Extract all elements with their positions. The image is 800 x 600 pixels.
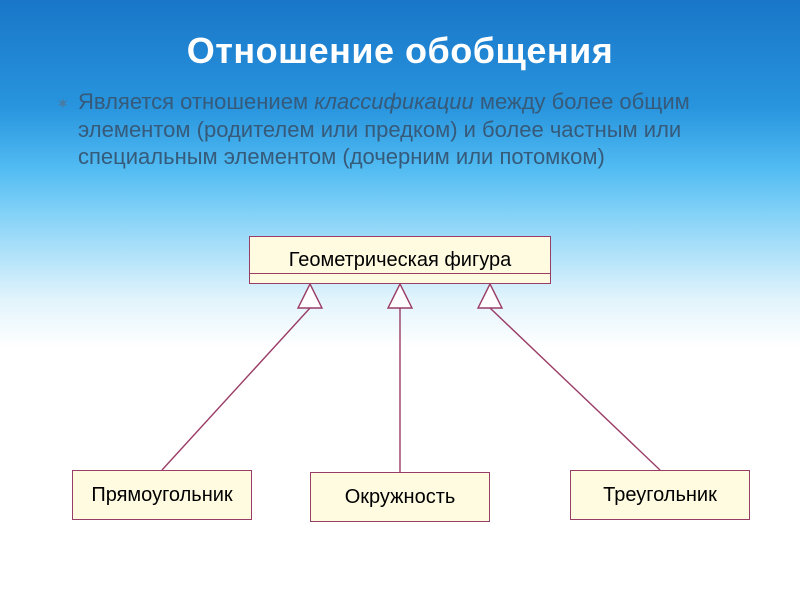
slide: Отношение обобщения ✶ Является отношение… [0, 0, 800, 600]
child-node: Окружность [310, 472, 490, 522]
parent-node-label: Геометрическая фигура [289, 249, 512, 272]
child-node: Прямоугольник [72, 470, 252, 520]
child-node-label: Окружность [345, 486, 456, 509]
child-node: Треугольник [570, 470, 750, 520]
child-node-label: Прямоугольник [91, 484, 232, 507]
generalization-diagram: Геометрическая фигура Прямоугольник Окру… [0, 0, 800, 600]
parent-node: Геометрическая фигура [249, 236, 551, 284]
class-separator [250, 273, 550, 274]
child-node-label: Треугольник [603, 484, 717, 507]
